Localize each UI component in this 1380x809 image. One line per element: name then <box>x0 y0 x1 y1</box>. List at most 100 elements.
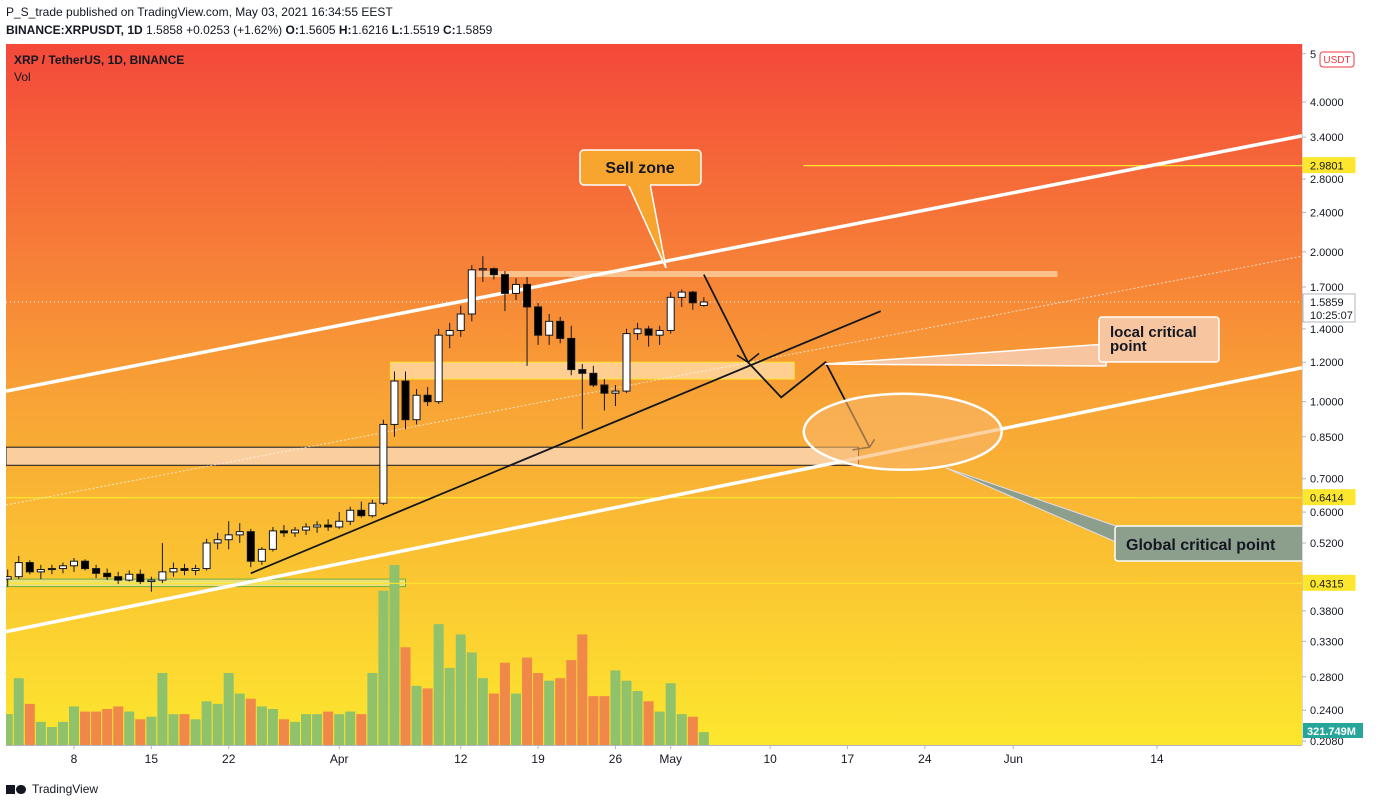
candle <box>202 538 211 571</box>
candle-body <box>434 334 443 403</box>
candle <box>500 271 509 312</box>
volume-bar <box>301 714 312 745</box>
volume-label-box <box>1303 723 1363 738</box>
price-label-text: 2.9801 <box>1310 161 1344 173</box>
price-tick-label: 4.0000 <box>1310 97 1344 109</box>
candle <box>58 562 67 574</box>
candle-body <box>279 530 288 534</box>
time-axis[interactable]: 8 15 22 Apr 12 19 26 May 10 17 24 Jun 14 <box>6 745 1302 773</box>
candle <box>291 526 299 537</box>
price-axis-svg[interactable]: 5 4.0000 3.4000 2.8000 2.4000 2.0000 1.7000 1.4… <box>1301 44 1376 748</box>
candle-body <box>379 423 388 504</box>
volume-bar <box>157 673 168 745</box>
change-value: +0.0253 (+1.62%) <box>186 23 283 37</box>
candle-body <box>655 329 664 336</box>
open-value: 1.5605 <box>298 23 336 37</box>
candle-body <box>478 268 487 271</box>
time-tick-label: 10 <box>763 752 777 766</box>
candle <box>246 528 255 568</box>
high-label: H: <box>338 23 352 37</box>
support-trendline <box>250 310 881 575</box>
price-label-box <box>1302 293 1356 323</box>
candle-body <box>688 291 697 304</box>
candle-body <box>14 562 23 578</box>
volume-bar <box>190 719 201 745</box>
candle <box>302 523 311 535</box>
symbol-label: BINANCE:XRPUSDT, 1D <box>6 23 143 37</box>
candle <box>567 325 576 376</box>
price-axis[interactable]: 5 4.0000 3.4000 2.8000 2.4000 2.0000 1.7000 1.4… <box>1301 44 1376 748</box>
candle <box>368 499 377 518</box>
candle <box>191 564 200 576</box>
candle <box>279 525 288 537</box>
candle-body <box>302 526 311 531</box>
candle-body <box>456 313 465 331</box>
volume-bar <box>444 667 455 745</box>
candle-body <box>578 369 587 374</box>
footer-brand: TradingView <box>6 782 98 796</box>
chart-pane[interactable]: XRP / TetherUS, 1D, BINANCE Vol Sell zon… <box>2 44 1306 745</box>
candle <box>589 365 598 388</box>
candle-body <box>257 548 266 562</box>
candle <box>456 305 465 337</box>
candle <box>434 328 443 404</box>
candle <box>268 526 277 552</box>
volume-bar <box>665 683 676 745</box>
candle-body <box>512 283 520 294</box>
time-axis-svg[interactable]: 8 15 22 Apr 12 19 26 May 10 17 24 Jun 14 <box>6 745 1302 773</box>
candle <box>655 325 664 345</box>
tradingview-logo-icon <box>6 782 28 796</box>
candle-body <box>500 274 509 294</box>
volume-bar <box>223 673 234 745</box>
candle <box>512 278 520 301</box>
volume-bar <box>632 691 643 745</box>
sell-zone-rect <box>476 271 1058 278</box>
candle-body <box>58 565 67 570</box>
candle <box>534 302 543 345</box>
sell-zone-callout: Sell zone <box>579 149 702 269</box>
volume-bar <box>80 711 91 745</box>
projection-arrow-1 <box>736 352 760 364</box>
sell-zone-label: Sell zone <box>605 160 674 177</box>
price-label-box <box>1302 489 1356 506</box>
candle-body <box>368 502 377 517</box>
price-tick-label: 0.3300 <box>1310 636 1344 648</box>
global-critical-zone <box>5 446 860 466</box>
candle <box>699 297 708 307</box>
candle-body <box>644 328 653 336</box>
volume-bar <box>13 678 24 745</box>
volume-bar <box>378 590 389 745</box>
volume-bar <box>411 685 422 745</box>
volume-bar <box>35 721 46 745</box>
global-critical-callout: Global critical point <box>945 467 1306 562</box>
high-value: 1.6216 <box>351 23 389 37</box>
volume-bar <box>522 657 533 745</box>
volume-bar <box>687 716 698 745</box>
candle-body <box>666 296 675 331</box>
legend-title: XRP / TetherUS, 1D, BINANCE <box>14 53 184 67</box>
price-tick-label: 0.2400 <box>1310 705 1344 717</box>
price-tick-label: 2.0000 <box>1310 247 1344 259</box>
candle <box>92 564 101 579</box>
volume-bar <box>577 634 588 745</box>
candle <box>224 521 233 550</box>
candle-body <box>103 572 112 578</box>
candle-body <box>699 301 708 306</box>
candle-body <box>556 320 565 339</box>
brand-name: TradingView <box>32 782 99 796</box>
candle-body <box>291 529 299 534</box>
volume-bar <box>356 714 367 745</box>
low-value: 1.5519 <box>402 23 440 37</box>
time-tick-label: 8 <box>71 752 78 766</box>
candle <box>346 506 355 526</box>
currency-badge: USDT <box>1319 51 1355 68</box>
volume-bar <box>555 678 566 745</box>
volume-bar <box>168 714 179 745</box>
volume-bar <box>588 696 599 745</box>
volume-bar <box>676 714 687 745</box>
volume-bar <box>124 711 135 745</box>
chart-background <box>6 44 1302 745</box>
candle <box>467 265 476 322</box>
candle-body <box>213 539 222 544</box>
price-chart[interactable]: XRP / TetherUS, 1D, BINANCE Vol Sell zon… <box>2 44 1306 745</box>
